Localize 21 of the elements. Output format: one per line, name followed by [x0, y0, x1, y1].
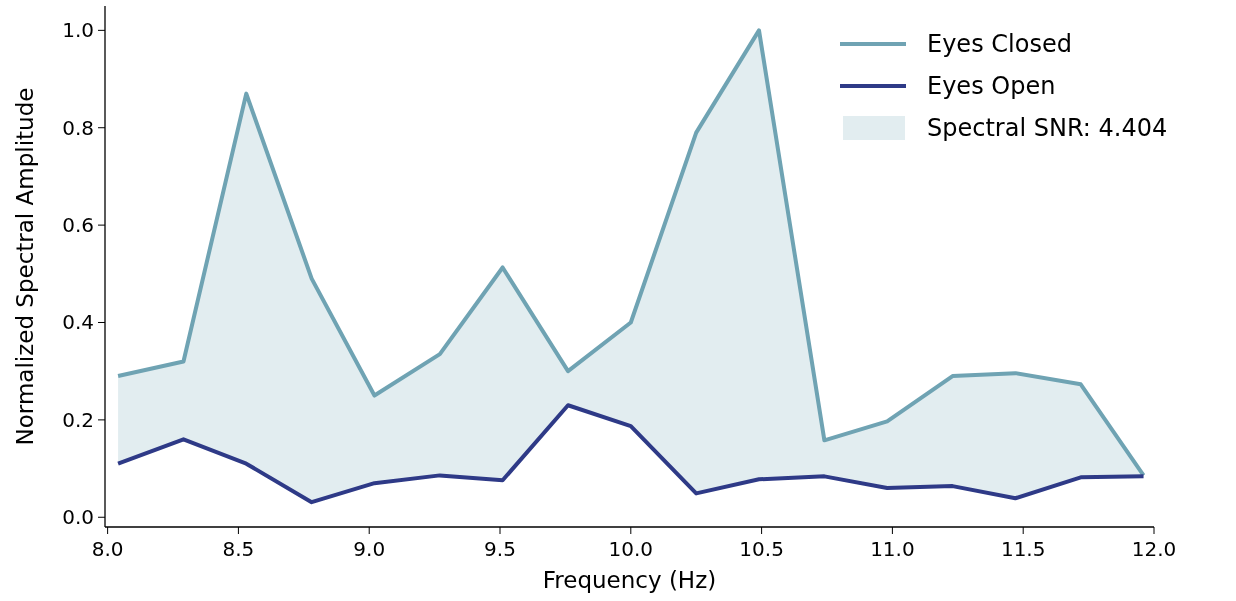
y-tick-label: 0.4 — [62, 310, 94, 335]
line-series — [116, 403, 1146, 505]
y-tick-label: 1.0 — [62, 18, 94, 43]
x-tick-label: 12.0 — [1131, 537, 1177, 561]
x-tick-label: 9.0 — [353, 537, 386, 561]
y-axis-title: Normalized Spectral Amplitude — [12, 87, 38, 446]
x-tick-label: 10.5 — [739, 537, 784, 561]
x-tick-label: 8.5 — [222, 537, 255, 561]
x-tick-label: 11.5 — [1000, 537, 1046, 561]
y-tick-label: 0.2 — [62, 407, 94, 432]
x-tick-label: 8.0 — [91, 537, 124, 561]
y-tick-label: 0.0 — [62, 505, 94, 530]
x-axis-title: Frequency (Hz) — [542, 567, 717, 593]
y-tick-label: 0.8 — [62, 115, 94, 140]
annotation: Spectral SNR: 4.404 — [927, 114, 1168, 143]
legend-label: Eyes Open — [927, 72, 1056, 101]
legend-label: Eyes Closed — [927, 30, 1072, 59]
x-tick-label: 11.0 — [870, 537, 915, 561]
x-tick-label: 10.0 — [608, 537, 654, 561]
x-tick-label: 9.5 — [484, 537, 516, 561]
y-tick-label: 0.6 — [62, 213, 94, 238]
